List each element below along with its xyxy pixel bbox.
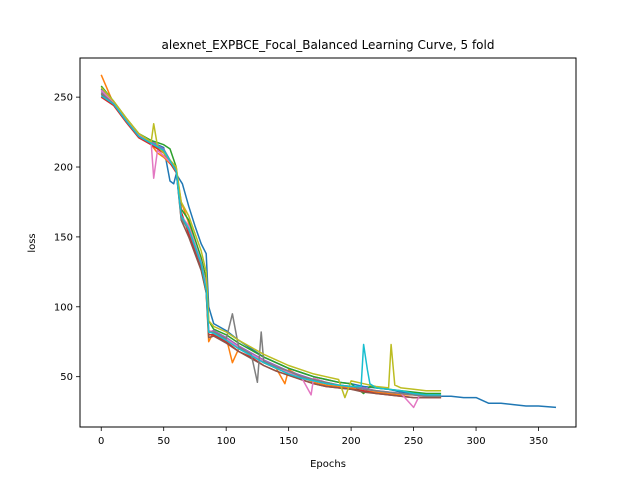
x-tick-label: 150 bbox=[279, 436, 298, 447]
x-tick-label: 0 bbox=[98, 436, 104, 447]
x-tick-label: 250 bbox=[404, 436, 423, 447]
chart-title: alexnet_EXPBCE_Focal_Balanced Learning C… bbox=[162, 38, 495, 52]
x-tick-label: 100 bbox=[217, 436, 236, 447]
y-tick-label: 100 bbox=[54, 302, 73, 313]
y-axis-label: loss bbox=[27, 233, 38, 252]
ticks-layer: 0 50 100 150 200 250 300 350 50 100 150 200 250 bbox=[54, 93, 548, 447]
y-tick-label: 250 bbox=[54, 93, 73, 104]
y-tick-label: 50 bbox=[60, 372, 73, 383]
series-line-3 bbox=[100, 85, 442, 395]
series-layer bbox=[100, 74, 557, 409]
x-tick-label: 50 bbox=[157, 436, 170, 447]
y-tick-label: 200 bbox=[54, 163, 73, 174]
plot-frame bbox=[79, 57, 577, 428]
y-tick-label: 150 bbox=[54, 232, 73, 243]
x-tick-label: 200 bbox=[342, 436, 361, 447]
series-line-9 bbox=[100, 86, 442, 399]
x-tick-label: 300 bbox=[467, 436, 486, 447]
series-line-10 bbox=[100, 95, 442, 396]
x-axis-label: Epochs bbox=[310, 459, 346, 470]
x-tick-label: 350 bbox=[529, 436, 548, 447]
